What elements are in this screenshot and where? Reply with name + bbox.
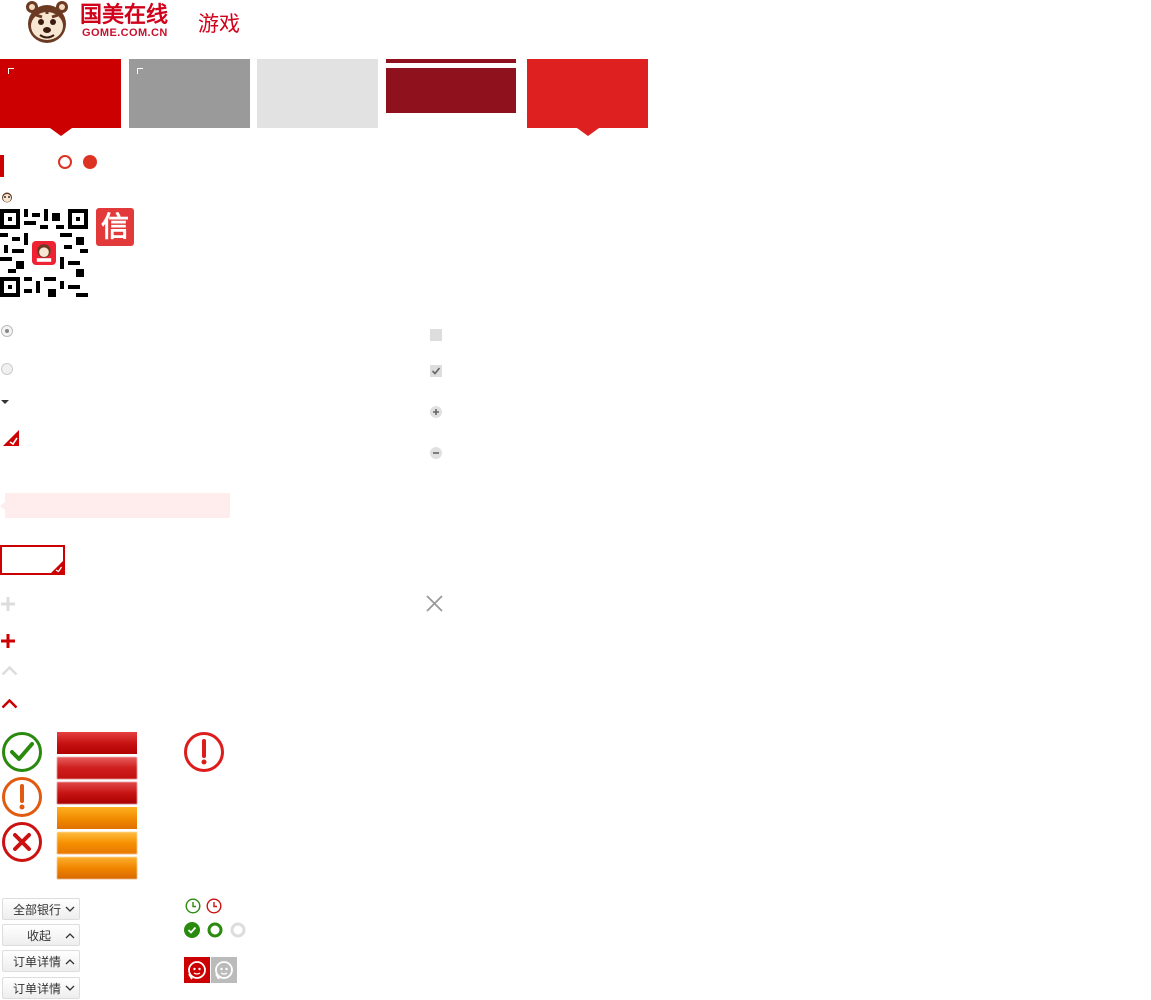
all-banks-button[interactable]: 全部银行: [2, 898, 80, 920]
clock-icon-green: [185, 898, 201, 914]
tab-tile-gray[interactable]: [129, 59, 250, 128]
order-details-button-expanded[interactable]: 订单详情: [2, 950, 80, 972]
corner-mark-icon: [8, 68, 14, 74]
chevron-up-icon: [65, 958, 75, 964]
xin-stamp-icon: 信: [96, 208, 134, 246]
expand-plus-icon[interactable]: [430, 406, 442, 418]
slider-dot-inactive[interactable]: [58, 155, 72, 169]
order-details-button-collapsed[interactable]: 订单详情: [2, 977, 80, 999]
caret-down-icon: [1, 400, 9, 404]
xin-stamp-char: 信: [100, 210, 129, 243]
corner-mark-icon: [137, 68, 143, 74]
step-ring-icon-inactive: [230, 922, 246, 938]
clock-icon-red: [206, 898, 222, 914]
check-icon: [431, 367, 441, 375]
tab-tile-dark-red[interactable]: [386, 59, 516, 113]
check-circle-icon: [2, 732, 42, 772]
logo[interactable]: 国美在线 GOME.COM.CN: [22, 0, 182, 44]
tip-arrow: [0, 502, 5, 510]
corner-check-icon: [3, 430, 19, 446]
chevron-up-icon-gray[interactable]: [1, 665, 18, 676]
section-marker-bar: [0, 155, 4, 177]
active-pointer: [576, 128, 599, 136]
check-badge-icon: [184, 922, 200, 938]
red-button-bg-active: [57, 782, 137, 804]
slider-dot-active[interactable]: [83, 155, 97, 169]
orange-button-bg-active: [57, 857, 137, 879]
active-pointer: [49, 128, 72, 136]
checkbox-checked[interactable]: [430, 365, 442, 377]
collapse-button[interactable]: 收起: [2, 924, 80, 946]
chevron-up-icon-red[interactable]: [1, 698, 18, 709]
chevron-down-icon: [65, 985, 75, 991]
mini-tiger-icon: [2, 192, 12, 203]
tiger-mascot-icon: [26, 1, 68, 43]
order-details-label: 订单详情: [12, 954, 61, 969]
checkbox-unchecked[interactable]: [430, 329, 442, 341]
red-button-bg-hover: [57, 757, 137, 779]
corner-check-icon: [51, 561, 63, 573]
logo-cn-text: 国美在线: [80, 3, 169, 28]
radio-unchecked[interactable]: [1, 363, 13, 375]
tile-body: [386, 68, 516, 113]
tab-tile-bright-red-active[interactable]: [527, 59, 648, 136]
orange-button-bg-normal: [57, 807, 137, 829]
close-icon[interactable]: [425, 594, 444, 613]
headset-face-icon: [188, 961, 206, 980]
tab-tile-red-active[interactable]: [0, 59, 121, 136]
qr-code-icon[interactable]: [0, 209, 88, 297]
step-ring-icon-active: [207, 922, 223, 938]
orange-button-bg-hover: [57, 832, 137, 854]
selected-option-box[interactable]: [0, 545, 65, 575]
customer-service-icon-active[interactable]: [184, 957, 210, 983]
exclamation-circle-icon-red: [184, 732, 224, 772]
exclamation-circle-icon-orange: [2, 777, 42, 817]
tile-top-bar: [386, 59, 516, 63]
chevron-down-icon: [65, 906, 75, 912]
channel-title: 游戏: [198, 12, 240, 36]
all-banks-label: 全部银行: [12, 902, 61, 917]
collapse-label: 收起: [26, 928, 51, 943]
chevron-up-icon: [65, 932, 75, 938]
order-details-label: 订单详情: [12, 981, 61, 996]
logo-en-text: GOME.COM.CN: [82, 27, 168, 39]
plus-icon-gray[interactable]: [0, 596, 16, 612]
customer-service-icon-inactive[interactable]: [211, 957, 237, 983]
radio-checked[interactable]: [1, 325, 13, 337]
tip-box: [5, 493, 230, 518]
x-circle-icon: [2, 822, 42, 862]
collapse-minus-icon[interactable]: [430, 447, 442, 459]
headset-face-icon: [215, 961, 233, 980]
red-button-bg-normal: [57, 732, 137, 754]
plus-icon-red[interactable]: [0, 633, 16, 649]
tab-tile-light[interactable]: [257, 59, 378, 128]
